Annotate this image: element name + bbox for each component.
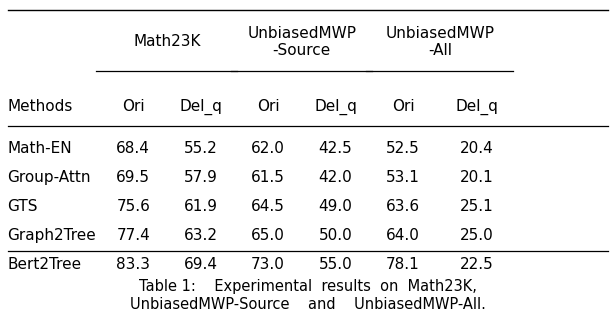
Text: 64.5: 64.5	[251, 199, 285, 214]
Text: 25.1: 25.1	[460, 199, 493, 214]
Text: 55.0: 55.0	[318, 257, 352, 272]
Text: 78.1: 78.1	[386, 257, 420, 272]
Text: 22.5: 22.5	[460, 257, 493, 272]
Text: Graph2Tree: Graph2Tree	[7, 228, 96, 243]
Text: 64.0: 64.0	[386, 228, 420, 243]
Text: 20.4: 20.4	[460, 141, 493, 156]
Text: 50.0: 50.0	[318, 228, 352, 243]
Text: GTS: GTS	[7, 199, 38, 214]
Text: UnbiasedMWP
-Source: UnbiasedMWP -Source	[248, 26, 357, 58]
Text: 65.0: 65.0	[251, 228, 285, 243]
Text: 69.4: 69.4	[184, 257, 217, 272]
Text: Bert2Tree: Bert2Tree	[7, 257, 82, 272]
Text: 69.5: 69.5	[116, 170, 150, 185]
Text: Methods: Methods	[7, 99, 73, 114]
Text: 42.0: 42.0	[318, 170, 352, 185]
Text: Ori: Ori	[257, 99, 280, 114]
Text: 62.0: 62.0	[251, 141, 285, 156]
Text: Math23K: Math23K	[133, 34, 201, 49]
Text: Del_q: Del_q	[314, 98, 357, 114]
Text: 73.0: 73.0	[251, 257, 285, 272]
Text: 57.9: 57.9	[184, 170, 217, 185]
Text: 25.0: 25.0	[460, 228, 493, 243]
Text: 42.5: 42.5	[318, 141, 352, 156]
Text: 77.4: 77.4	[116, 228, 150, 243]
Text: Table 1:    Experimental  results  on  Math23K,
UnbiasedMWP-Source    and    Unb: Table 1: Experimental results on Math23K…	[130, 279, 486, 312]
Text: 53.1: 53.1	[386, 170, 420, 185]
Text: 49.0: 49.0	[318, 199, 352, 214]
Text: 55.2: 55.2	[184, 141, 217, 156]
Text: 83.3: 83.3	[116, 257, 150, 272]
Text: Del_q: Del_q	[455, 98, 498, 114]
Text: Ori: Ori	[122, 99, 145, 114]
Text: 68.4: 68.4	[116, 141, 150, 156]
Text: Group-Attn: Group-Attn	[7, 170, 91, 185]
Text: UnbiasedMWP
-All: UnbiasedMWP -All	[386, 26, 495, 58]
Text: 61.5: 61.5	[251, 170, 285, 185]
Text: Math-EN: Math-EN	[7, 141, 72, 156]
Text: 20.1: 20.1	[460, 170, 493, 185]
Text: Del_q: Del_q	[179, 98, 222, 114]
Text: 52.5: 52.5	[386, 141, 420, 156]
Text: 63.6: 63.6	[386, 199, 420, 214]
Text: 75.6: 75.6	[116, 199, 150, 214]
Text: 63.2: 63.2	[184, 228, 217, 243]
Text: Ori: Ori	[392, 99, 415, 114]
Text: 61.9: 61.9	[184, 199, 217, 214]
